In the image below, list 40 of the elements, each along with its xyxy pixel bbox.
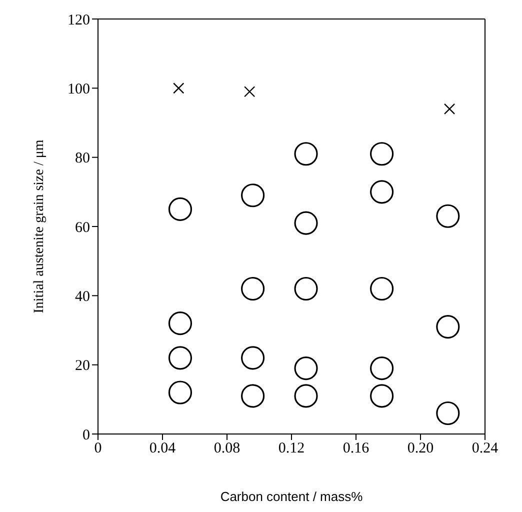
x-tick-label: 0.16	[342, 440, 370, 457]
x-tick-label: 0.04	[149, 440, 176, 457]
point	[241, 184, 265, 208]
y-tick-label: 0	[82, 427, 90, 444]
point	[241, 346, 265, 370]
point	[436, 401, 460, 426]
y-tick-label: 80	[75, 150, 90, 167]
y-axis-title: Initial austenite grain size / μm	[32, 140, 47, 314]
y-tick-label: 20	[75, 358, 90, 374]
point	[370, 180, 394, 204]
point	[370, 384, 394, 408]
point	[168, 197, 192, 222]
point	[370, 276, 394, 301]
point	[370, 356, 394, 380]
x-tick-label: 0.12	[278, 440, 305, 457]
y-tick-label: 40	[75, 288, 90, 305]
x-tick-label: 0	[94, 440, 102, 457]
point	[294, 276, 318, 301]
point	[168, 380, 192, 404]
point	[294, 384, 318, 408]
point	[241, 276, 265, 301]
point	[241, 384, 265, 408]
point	[173, 82, 184, 94]
point	[244, 86, 256, 98]
x-axis-title: Carbon content / mass%	[220, 489, 364, 504]
point	[294, 142, 318, 166]
point	[168, 346, 192, 370]
x-tick-label: 0.24	[472, 440, 499, 457]
y-tick-label: 60	[75, 220, 90, 236]
point	[444, 103, 456, 115]
y-tick-label: 100	[68, 81, 90, 98]
point	[436, 314, 460, 339]
x-tick-label: 0.08	[214, 440, 240, 457]
point	[294, 211, 318, 235]
point	[370, 142, 394, 166]
y-tick-label: 120	[68, 12, 90, 28]
point	[168, 312, 192, 336]
x-tick-label: 0.20	[407, 440, 434, 457]
point	[294, 356, 318, 380]
point	[436, 204, 460, 228]
